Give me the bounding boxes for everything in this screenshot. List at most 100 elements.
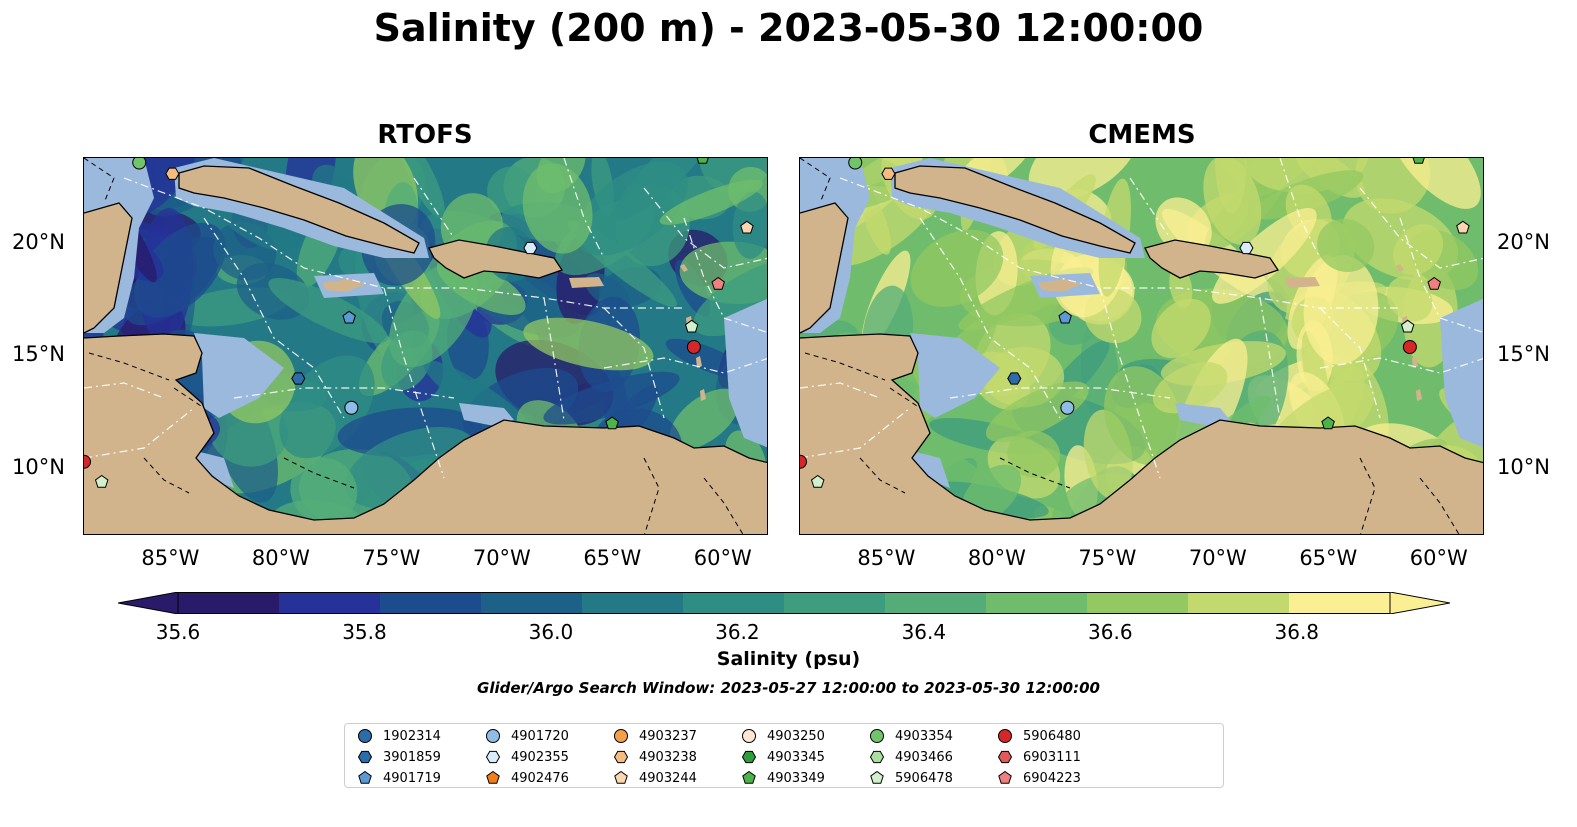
float-marker-4903354 — [848, 158, 863, 170]
legend-item-4902476: 4902476 — [485, 768, 569, 788]
circle-marker-icon — [870, 729, 884, 743]
float-marker-4903244 — [1456, 220, 1470, 234]
lat-tick-label: 15°N — [12, 342, 65, 366]
pentagon-marker-icon — [742, 770, 756, 784]
float-marker-5906480 — [800, 454, 807, 469]
legend-item-4901720: 4901720 — [485, 726, 569, 746]
lon-tick-label: 70°W — [472, 546, 531, 570]
map-panel-rtofs — [83, 157, 768, 535]
pentagon-marker-icon — [486, 770, 500, 784]
lon-tick-label: 70°W — [1188, 546, 1247, 570]
float-marker-6904223 — [1427, 276, 1441, 290]
circle-marker-icon — [742, 729, 756, 743]
legend-marker-4903349 — [742, 770, 756, 784]
float-marker-5906480 — [686, 340, 701, 354]
legend-item-4903237: 4903237 — [613, 726, 697, 746]
legend-marker-3901859 — [357, 750, 373, 764]
lat-tick-label: 20°N — [1497, 229, 1550, 254]
lon-tick-label: 75°W — [1078, 546, 1137, 570]
legend-marker-4901719 — [358, 770, 372, 784]
panel-title-rtofs: RTOFS — [377, 120, 473, 150]
map-canvas-cmems — [800, 158, 1483, 534]
legend-item-6903111: 6903111 — [997, 747, 1081, 767]
float-marker-5906478 — [810, 474, 825, 488]
float-marker-4903349 — [605, 416, 619, 430]
pentagon-marker-icon — [870, 770, 884, 784]
float-marker-5906478 — [1400, 319, 1415, 333]
lat-tick-label: 15°N — [1497, 342, 1550, 366]
legend-label: 4903237 — [639, 728, 697, 744]
lat-tick-label: 20°N — [12, 229, 65, 254]
hexagon-marker-icon — [357, 750, 373, 764]
lon-tick-label: 85°W — [857, 546, 916, 570]
hexagon-marker-icon — [741, 750, 757, 764]
legend-marker-1902314 — [358, 729, 372, 743]
legend-marker-4903237 — [614, 729, 628, 743]
legend-label: 4901720 — [511, 728, 569, 744]
legend-marker-4902476 — [486, 770, 500, 784]
figure-title: Salinity (200 m) - 2023-05-30 12:00:00 — [373, 6, 1204, 50]
legend-marker-4903244 — [614, 770, 628, 784]
lat-tick-label: 10°N — [12, 454, 65, 479]
float-marker-4903349 — [1321, 416, 1335, 430]
legend-marker-4903250 — [742, 729, 756, 743]
legend-label: 4903466 — [895, 749, 953, 765]
legend-label: 6903111 — [1023, 749, 1081, 765]
circle-marker-icon — [486, 729, 500, 743]
legend-item-5906478: 5906478 — [869, 768, 953, 788]
map-panel-cmems — [799, 157, 1484, 535]
pentagon-marker-icon — [614, 770, 628, 784]
legend-item-3901859: 3901859 — [357, 747, 441, 767]
lat-tick-label: 10°N — [1497, 454, 1550, 479]
float-marker-5906478 — [94, 474, 109, 488]
legend-item-4903349: 4903349 — [741, 768, 825, 788]
legend-item-4901719: 4901719 — [357, 768, 441, 788]
legend-label: 5906478 — [895, 770, 953, 786]
colorbar-tick-label: 35.8 — [342, 620, 387, 644]
colorbar-tick-label: 35.6 — [155, 620, 201, 644]
float-marker-3901859 — [1007, 372, 1022, 385]
colorbar-label: Salinity (psu) — [716, 648, 861, 670]
legend-marker-6904223 — [998, 770, 1012, 784]
circle-marker-icon — [358, 729, 372, 743]
colorbar-gradient — [117, 591, 1451, 615]
legend-label: 5906480 — [1023, 728, 1081, 744]
legend-item-6904223: 6904223 — [997, 768, 1081, 788]
legend-label: 4903244 — [639, 770, 697, 786]
legend-item-4902355: 4902355 — [485, 747, 569, 767]
float-marker-4901719 — [1058, 310, 1072, 324]
colorbar-tick-label: 36.4 — [901, 620, 947, 644]
float-marker-4901720 — [344, 400, 359, 415]
lon-tick-label: 65°W — [583, 546, 642, 570]
float-marker-4903354 — [132, 158, 147, 170]
legend-label: 4903345 — [767, 749, 825, 765]
legend-marker-4903345 — [741, 750, 757, 764]
pentagon-marker-icon — [358, 770, 372, 784]
circle-marker-icon — [998, 729, 1012, 743]
legend-label: 4902355 — [511, 749, 569, 765]
legend-label: 1902314 — [383, 728, 441, 744]
legend-marker-4902355 — [485, 750, 501, 764]
legend-item-4903244: 4903244 — [613, 768, 697, 788]
hexagon-marker-icon — [869, 750, 885, 764]
lon-tick-label: 85°W — [141, 546, 200, 570]
legend-marker-5906478 — [870, 770, 884, 784]
panel-title-cmems: CMEMS — [1088, 120, 1196, 150]
legend-label: 4903349 — [767, 770, 825, 786]
float-marker-5906478 — [684, 319, 699, 333]
colorbar-tick-label: 36.8 — [1274, 620, 1320, 644]
float-marker-5906480 — [84, 454, 91, 469]
legend-item-4903354: 4903354 — [869, 726, 953, 746]
colorbar-tick-label: 36.2 — [715, 620, 760, 644]
legend-item-5906480: 5906480 — [997, 726, 1081, 746]
legend-marker-4901720 — [486, 729, 500, 743]
float-legend: 1902314 3901859 4901719 4901720 4902355 49024… — [344, 723, 1224, 788]
float-marker-4903349 — [1412, 158, 1425, 164]
float-marker-5906480 — [1402, 340, 1417, 354]
pentagon-marker-icon — [998, 770, 1012, 784]
legend-label: 4902476 — [511, 770, 569, 786]
legend-label: 4903238 — [639, 749, 697, 765]
legend-item-4903238: 4903238 — [613, 747, 697, 767]
legend-marker-5906480 — [998, 729, 1012, 743]
legend-marker-6903111 — [997, 750, 1013, 764]
